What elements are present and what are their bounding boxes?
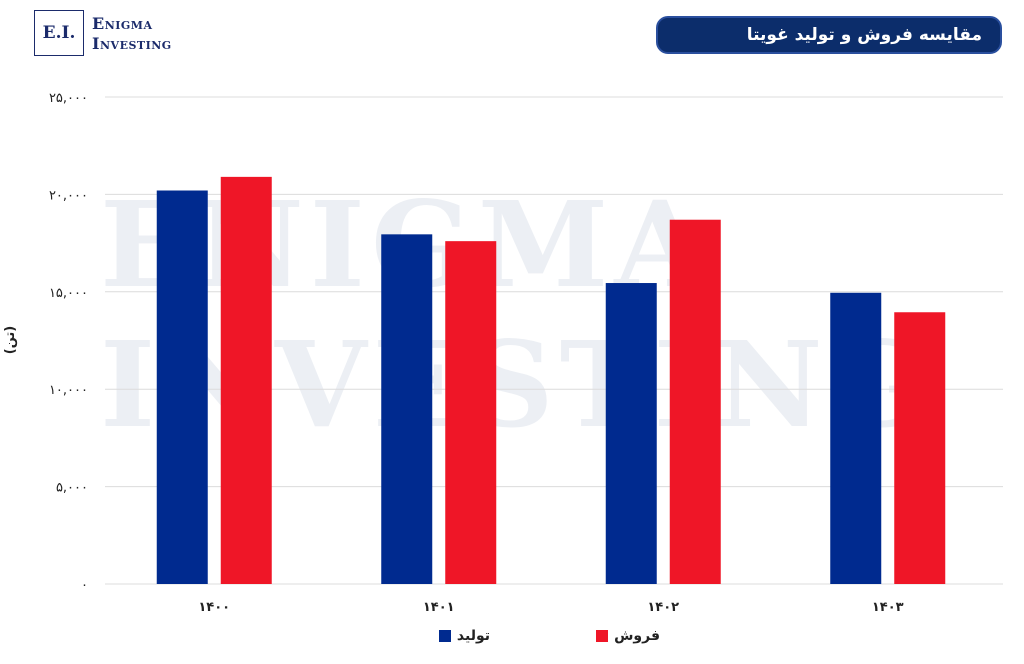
legend-item-sales: فروش xyxy=(596,628,660,644)
legend-label-production: تولید xyxy=(456,628,490,644)
legend-swatch-production xyxy=(438,630,451,642)
y-tick-label: ۲۵,۰۰۰ xyxy=(49,91,88,106)
y-axis-ticks: ۰ ۵,۰۰۰ ۱۰,۰۰۰ ۱۵,۰۰۰ ۲۰,۰۰۰ ۲۵,۰۰۰ xyxy=(49,91,88,593)
chart-title: مقایسه فروش و تولید غویتا xyxy=(746,25,982,45)
y-tick-label: ۱۵,۰۰۰ xyxy=(49,286,88,301)
legend-label-sales: فروش xyxy=(614,628,660,644)
logo: E.I. Enigma Investing xyxy=(34,10,194,56)
x-axis-ticks: ۱۴۰۰ ۱۴۰۱ ۱۴۰۲ ۱۴۰۳ xyxy=(198,600,903,615)
legend: تولید فروش xyxy=(410,628,670,652)
bars xyxy=(156,176,946,585)
bar-production xyxy=(381,234,433,585)
y-tick-label: ۰ xyxy=(81,578,88,593)
x-tick-label: ۱۴۰۱ xyxy=(423,600,455,615)
x-tick-label: ۱۴۰۰ xyxy=(198,600,230,615)
x-tick-label: ۱۴۰۲ xyxy=(647,600,679,615)
logo-mark: E.I. xyxy=(34,10,84,56)
legend-swatch-sales xyxy=(596,630,609,642)
y-axis-title: (تن) xyxy=(3,326,18,355)
y-tick-label: ۱۰,۰۰۰ xyxy=(49,383,88,398)
bar-sales xyxy=(445,241,497,585)
logo-text-line1: Enigma xyxy=(92,14,153,33)
bar-sales xyxy=(669,219,721,584)
logo-text-line2: Investing xyxy=(92,34,172,53)
y-tick-label: ۵,۰۰۰ xyxy=(56,481,88,496)
bar-production xyxy=(830,292,882,584)
y-tick-label: ۲۰,۰۰۰ xyxy=(49,188,88,203)
bar-production xyxy=(605,283,657,584)
chart-title-banner: مقایسه فروش و تولید غویتا xyxy=(656,16,1002,54)
x-tick-label: ۱۴۰۳ xyxy=(872,600,904,615)
bar-sales xyxy=(894,312,946,584)
bar-sales xyxy=(220,176,272,585)
bar-production xyxy=(156,190,208,584)
legend-item-production: تولید xyxy=(438,628,490,644)
